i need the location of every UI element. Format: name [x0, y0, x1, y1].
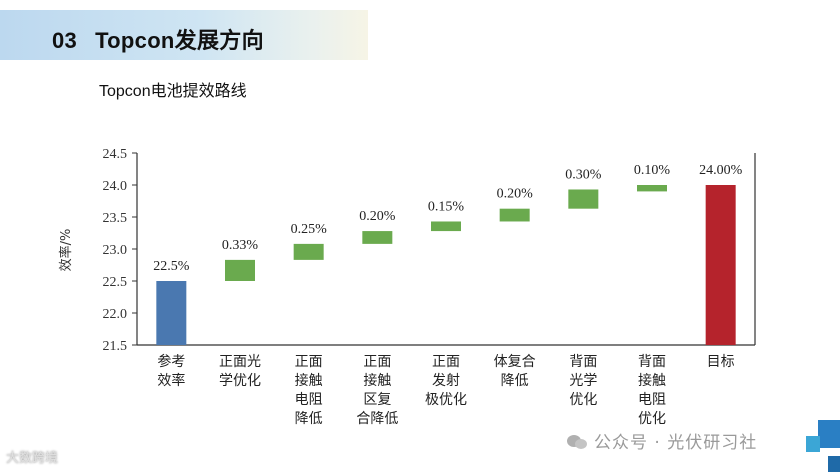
bar-value-label: 0.20% [359, 209, 396, 224]
x-category-label: 区复 [363, 391, 391, 408]
bar-value-label: 0.30% [565, 167, 602, 182]
x-category-label: 光学 [569, 373, 597, 389]
bar [225, 259, 255, 281]
brand-logo-text: 大数跨境 [6, 451, 59, 466]
y-axis-title: 效率/% [58, 229, 74, 272]
brand-logo: 大数跨境 [6, 447, 58, 466]
x-category-label: 学优化 [219, 373, 261, 389]
x-category-label: 发射 [432, 373, 460, 389]
bar [637, 185, 667, 192]
wechat-icon [567, 435, 587, 449]
bar-value-label: 0.33% [222, 238, 259, 253]
x-category-label: 优化 [569, 392, 597, 408]
x-category-label: 效率 [157, 372, 185, 389]
bar-value-label: 0.15% [428, 199, 465, 214]
bar-value-label: 22.5% [153, 259, 190, 274]
y-tick-label: 22.5 [103, 275, 128, 290]
x-category-label: 优化 [638, 411, 666, 427]
chart-subtitle: Topcon电池提效路线 [99, 83, 247, 100]
y-tick-label: 21.5 [103, 339, 128, 354]
bar-value-label: 0.25% [291, 222, 328, 237]
y-tick-label: 23.5 [103, 211, 128, 226]
x-category-label: 目标 [707, 354, 735, 370]
x-category-label: 降低 [501, 373, 529, 389]
y-tick-label: 23.0 [103, 243, 128, 258]
section-number: 03 [52, 28, 78, 53]
bar [293, 243, 324, 260]
x-category-label: 接触 [295, 372, 323, 389]
bar-value-label: 24.00% [699, 163, 743, 178]
x-category-label: 电阻 [295, 392, 323, 408]
bar-value-label: 0.10% [634, 163, 671, 178]
header-band [0, 10, 368, 60]
section-title-text: Topcon发展方向 [95, 28, 264, 53]
x-category-label: 正面 [432, 354, 460, 370]
x-category-label: 正面光 [219, 354, 261, 370]
watermark-text: 公众号 · 光伏研习社 [594, 433, 758, 453]
bar [705, 185, 736, 345]
bar [156, 281, 187, 345]
bar [499, 208, 530, 222]
x-category-label: 背面 [569, 354, 597, 370]
bar-value-label: 0.20% [497, 187, 534, 202]
x-category-label: 接触 [363, 372, 391, 389]
x-category-label: 体复合 [494, 353, 536, 370]
bar [431, 221, 461, 232]
section-title: 03 Topcon发展方向 [52, 23, 264, 55]
x-category-label: 背面 [638, 354, 666, 370]
bar [568, 189, 599, 209]
bar [362, 231, 393, 244]
x-category-label: 合降低 [356, 411, 398, 427]
x-category-label: 电阻 [638, 392, 666, 408]
x-category-label: 降低 [295, 411, 323, 427]
y-tick-label: 24.5 [103, 147, 128, 162]
x-category-label: 正面 [363, 354, 391, 370]
corner-decoration [806, 420, 840, 472]
x-category-label: 参考 [157, 353, 185, 370]
y-tick-label: 24.0 [103, 179, 128, 194]
x-category-label: 接触 [638, 372, 666, 389]
x-category-label: 极优化 [425, 392, 467, 408]
watermark: 公众号 · 光伏研习社 [566, 428, 757, 453]
y-tick-label: 22.0 [103, 307, 128, 322]
x-category-label: 正面 [295, 354, 323, 370]
